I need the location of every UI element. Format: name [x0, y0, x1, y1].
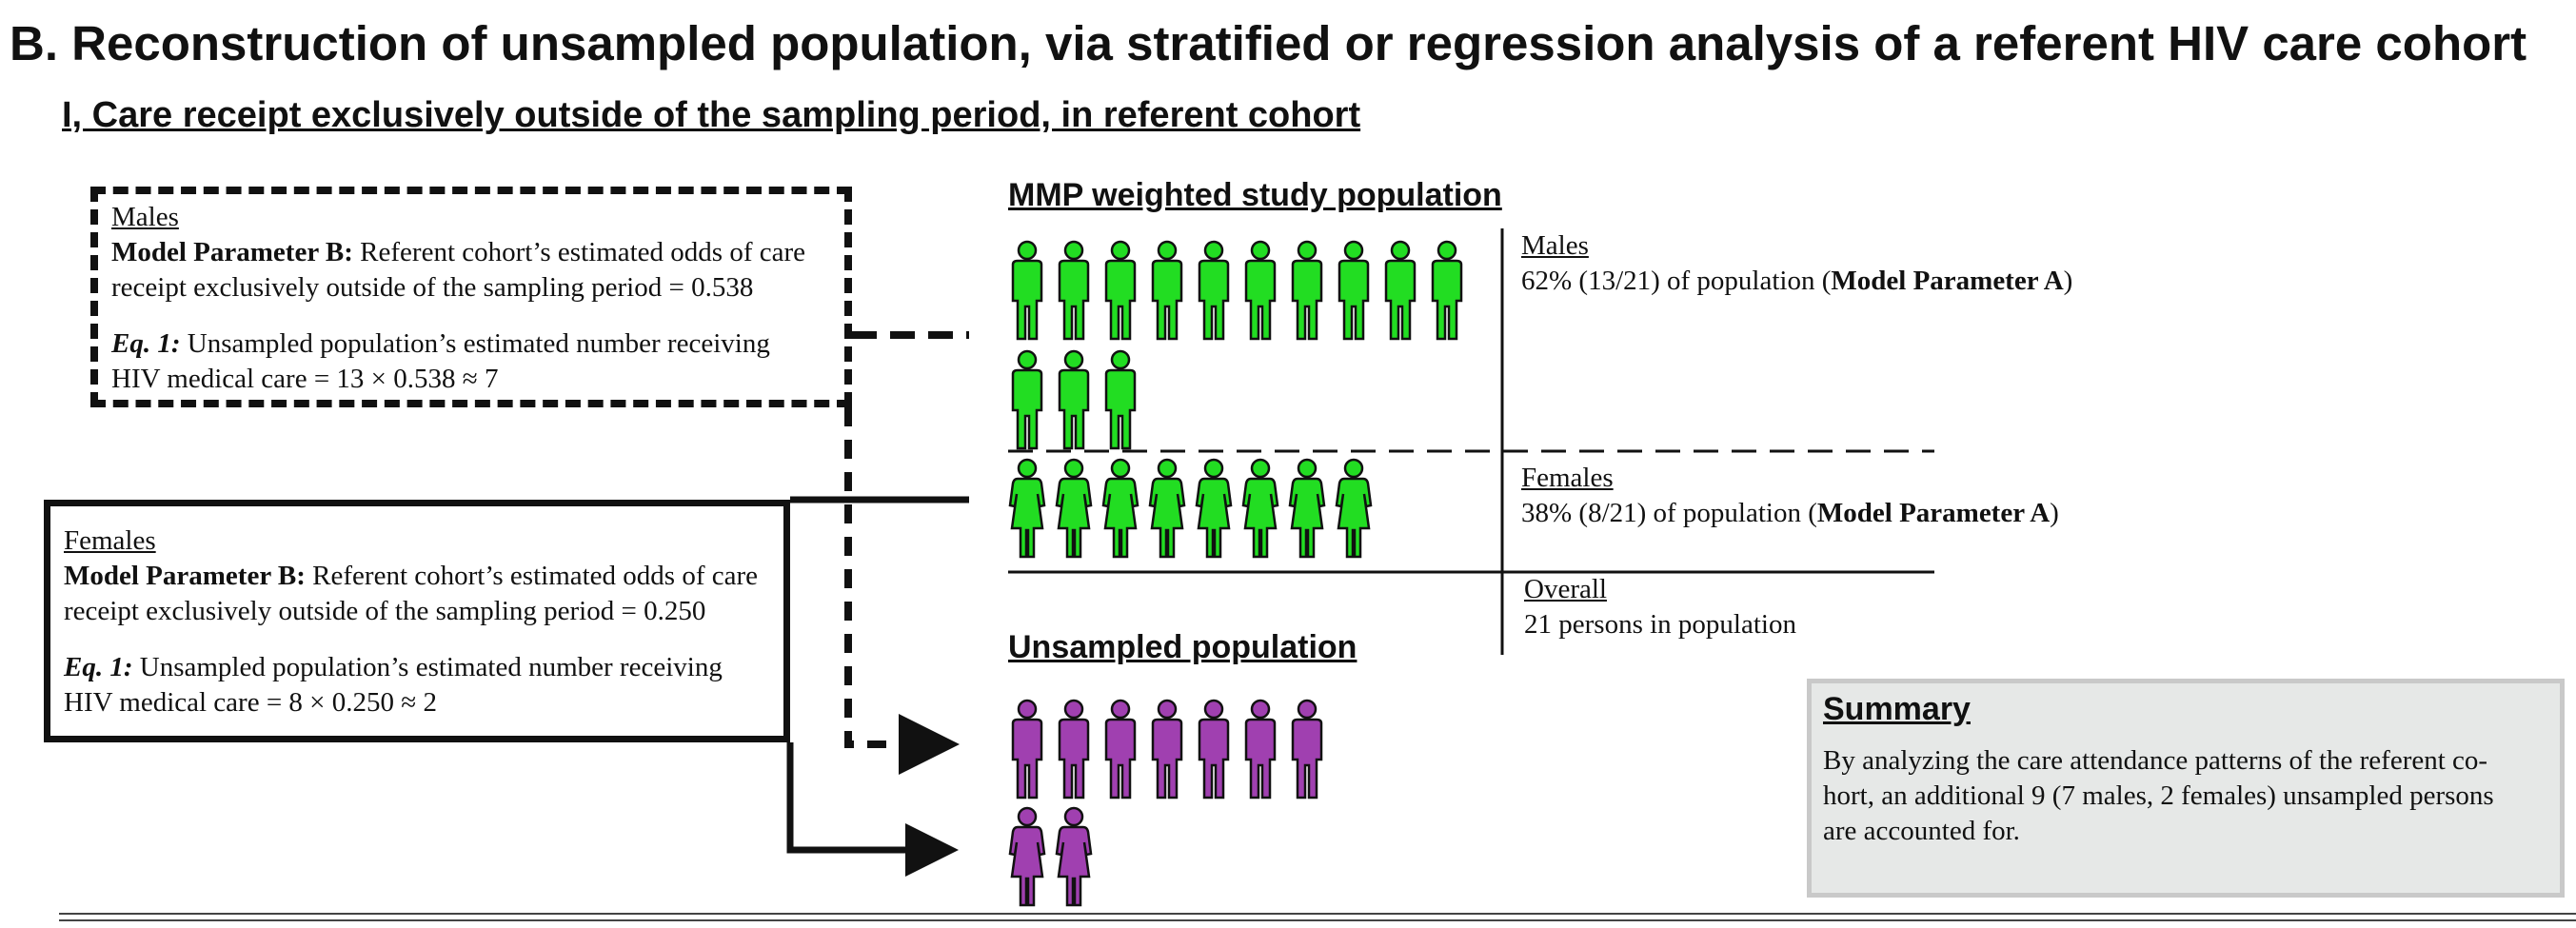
females-box-heading: Females — [64, 525, 156, 556]
sampled-female-icon — [1148, 458, 1186, 559]
summary-title: Summary — [1823, 691, 1971, 727]
males-param-b-text: Referent cohort’s estimated odds of care — [352, 237, 806, 267]
females-eq1-line1: Eq. 1: Unsampled population’s estimated … — [64, 650, 783, 685]
males-param-b-line2: receipt exclusively outside of the sampl… — [111, 272, 754, 303]
males-dashed-path — [844, 407, 909, 748]
sampled-male-icon — [1431, 240, 1463, 341]
sampled-male-icon — [1384, 240, 1417, 341]
males-param-b-line1: Model Parameter B: Referent cohort’s est… — [111, 235, 844, 270]
females-proportion-close: ) — [2050, 498, 2059, 528]
sampled-male-icon — [1058, 349, 1090, 450]
unsampled-male-icon — [1011, 699, 1043, 800]
sampled-male-icon — [1151, 240, 1183, 341]
unsampled-male-icon — [1058, 699, 1090, 800]
unsampled-male-icon — [1244, 699, 1277, 800]
males-eq1-line1: Eq. 1: Unsampled population’s estimated … — [111, 326, 844, 362]
sampled-male-icon — [1011, 240, 1043, 341]
females-solid-arrow — [786, 742, 959, 877]
males-proportion-label: Males 62% (13/21) of population (Model P… — [1521, 228, 2072, 299]
males-proportion-heading: Males — [1521, 230, 1589, 261]
males-eq1-line2: HIV medical care = 13 × 0.538 ≈ 7 — [111, 364, 499, 394]
sampled-male-icon — [1104, 240, 1137, 341]
sampled-male-icon — [1338, 240, 1370, 341]
sampled-female-icon — [1241, 458, 1279, 559]
males-proportion-text: 62% (13/21) of population ( — [1521, 266, 1832, 296]
females-eq1-line2: HIV medical care = 8 × 0.250 ≈ 2 — [64, 687, 437, 718]
females-proportion-text: 38% (8/21) of population ( — [1521, 498, 1817, 528]
unsampled-female-icon — [1055, 806, 1093, 907]
unsampled-male-icon — [1198, 699, 1230, 800]
females-proportion-label: Females 38% (8/21) of population (Model … — [1521, 461, 2059, 531]
sampled-male-icon — [1198, 240, 1230, 341]
females-param-a: Model Parameter A — [1816, 498, 2051, 528]
summary-line-3: are accounted for. — [1823, 816, 2020, 846]
sampled-female-icon — [1008, 458, 1046, 559]
sampled-female-icon — [1335, 458, 1373, 559]
females-param-b-line1: Model Parameter B: Referent cohort’s est… — [64, 559, 783, 594]
sampled-female-icon — [1288, 458, 1326, 559]
females-param-b-label: Model Parameter B: — [64, 561, 306, 591]
males-eq1-text: Unsampled population’s estimated number … — [180, 328, 770, 359]
summary-box: Summary By analyzing the care attendance… — [1807, 679, 2565, 898]
females-eq1-text: Unsampled population’s estimated number … — [132, 652, 723, 682]
summary-line-1: By analyzing the care attendance pattern… — [1823, 745, 2488, 776]
section-subtitle: I, Care receipt exclusively outside of t… — [62, 95, 1361, 135]
females-param-b-text: Referent cohort’s estimated odds of care — [305, 561, 759, 591]
overall-label: Overall 21 persons in population — [1524, 572, 1796, 642]
main-title: B. Reconstruction of unsampled populatio… — [10, 16, 2527, 70]
males-proportion-close: ) — [2063, 266, 2073, 296]
sampled-male-icon — [1011, 349, 1043, 450]
sampled-female-icon — [1055, 458, 1093, 559]
study-population-heading: MMP weighted study population — [1008, 177, 1502, 213]
sampled-female-icon — [1195, 458, 1233, 559]
females-param-b-line2: receipt exclusively outside of the sampl… — [64, 596, 706, 626]
sampled-male-icon — [1104, 349, 1137, 450]
unsampled-male-icon — [1291, 699, 1323, 800]
sampled-male-icon — [1244, 240, 1277, 341]
males-eq1-label: Eq. 1: — [111, 328, 181, 359]
summary-text: By analyzing the care attendance pattern… — [1823, 743, 2560, 849]
males-param-b-label: Model Parameter B: — [111, 237, 353, 267]
overall-text: 21 persons in population — [1524, 609, 1796, 640]
females-proportion-heading: Females — [1521, 463, 1614, 493]
overall-heading: Overall — [1524, 574, 1607, 604]
males-param-a: Model Parameter A — [1831, 266, 2064, 296]
unsampled-population-heading: Unsampled population — [1008, 629, 1357, 665]
sampled-female-icon — [1101, 458, 1139, 559]
unsampled-female-icon — [1008, 806, 1046, 907]
unsampled-male-icon — [1151, 699, 1183, 800]
males-parameter-box: Males Model Parameter B: Referent cohort… — [90, 187, 852, 407]
females-eq1-label: Eq. 1: — [64, 652, 133, 682]
summary-line-2: hort, an additional 9 (7 males, 2 female… — [1823, 780, 2494, 811]
females-parameter-box: Females Model Parameter B: Referent coho… — [44, 500, 790, 742]
males-box-heading: Males — [111, 202, 179, 232]
sampled-male-icon — [1058, 240, 1090, 341]
sampled-male-icon — [1291, 240, 1323, 341]
unsampled-male-icon — [1104, 699, 1137, 800]
